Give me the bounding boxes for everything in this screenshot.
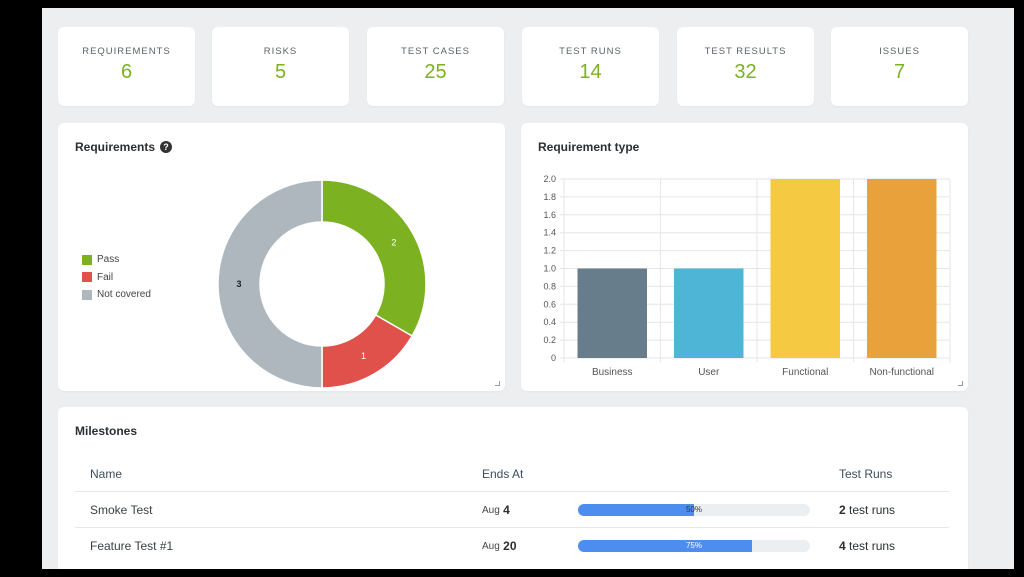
milestone-month: Aug — [482, 504, 500, 516]
requirements-donut-chart: 2 1 3 — [217, 179, 427, 389]
milestone-day: 4 — [503, 503, 510, 517]
stat-card-issues[interactable]: ISSUES 7 — [831, 27, 968, 106]
stat-label: ISSUES — [879, 46, 920, 57]
help-icon[interactable]: ? — [160, 141, 173, 153]
col-name-header[interactable]: Name — [90, 467, 123, 481]
progress-label: 75% — [685, 541, 702, 550]
milestone-progress-bar: 50% — [578, 504, 810, 516]
stat-label: TEST CASES — [401, 46, 470, 57]
stat-card-test-cases[interactable]: TEST CASES 25 — [367, 27, 504, 106]
requirement-type-title: Requirement type — [538, 140, 640, 154]
resize-handle[interactable] — [495, 381, 500, 386]
y-tick-label: 0.8 — [543, 281, 556, 291]
y-tick-label: 0 — [551, 353, 556, 363]
milestones-title: Milestones — [75, 424, 138, 438]
requirements-card: Requirements? Pass Fail Not covered 2 1 3 — [58, 123, 505, 391]
progress-fill — [578, 540, 752, 552]
bar-functional[interactable] — [770, 179, 840, 358]
milestone-test-runs[interactable]: 4 test runs — [839, 528, 895, 564]
milestone-name[interactable]: Feature Test #1 — [90, 539, 174, 553]
milestone-row[interactable]: Feature Test #1 Aug 20 75% 4 test runs — [75, 527, 949, 564]
test-runs-count: 4 — [839, 539, 846, 553]
test-runs-label: test runs — [849, 503, 896, 517]
legend-item-not-covered[interactable]: Not covered — [82, 286, 151, 304]
bar-business[interactable] — [577, 268, 647, 359]
y-tick-label: 1.2 — [543, 246, 556, 256]
requirement-type-card: Requirement type 2.0 1.8 1.6 1.4 1.2 1.0 0.8 0.… — [521, 123, 968, 391]
donut-slice-not-covered[interactable] — [217, 179, 323, 389]
stat-value: 32 — [734, 61, 757, 83]
milestones-card: Milestones Name Ends At Test Runs Smoke … — [58, 407, 968, 569]
x-tick-label: Non-functional — [870, 367, 934, 378]
test-runs-count: 2 — [839, 503, 846, 517]
legend-label: Not covered — [97, 289, 151, 301]
legend-item-fail[interactable]: Fail — [82, 269, 151, 287]
bar-non-functional[interactable] — [867, 179, 937, 358]
y-tick-label: 1.8 — [543, 192, 556, 202]
requirements-title-text: Requirements — [75, 140, 156, 154]
milestone-progress-bar: 75% — [578, 540, 810, 552]
milestone-ends-at: Aug 4 — [482, 492, 510, 528]
legend-swatch — [82, 254, 92, 265]
x-tick-label: Business — [592, 367, 633, 378]
milestone-test-runs[interactable]: 2 test runs — [839, 492, 895, 528]
stat-label: RISKS — [263, 46, 298, 57]
stat-label: TEST RESULTS — [704, 46, 787, 57]
requirements-title: Requirements? — [75, 140, 173, 154]
stat-label: REQUIREMENTS — [82, 46, 171, 57]
milestone-row[interactable]: Smoke Test Aug 4 50% 2 test runs — [75, 491, 949, 528]
stat-card-risks[interactable]: RISKS 5 — [212, 27, 349, 106]
stat-value: 6 — [120, 61, 133, 83]
x-tick-label: User — [698, 367, 720, 378]
stat-value: 7 — [893, 61, 906, 83]
progress-fill — [578, 504, 694, 516]
stat-label: TEST RUNS — [559, 46, 622, 57]
donut-slice-label: 2 — [391, 238, 396, 248]
progress-label: 50% — [685, 505, 702, 514]
milestone-month: Aug — [482, 540, 500, 552]
requirement-type-bar-chart: 2.0 1.8 1.6 1.4 1.2 1.0 0.8 0.6 0.4 0.2 0 Business U… — [543, 174, 951, 378]
y-tick-label: 0.2 — [543, 335, 556, 345]
y-tick-label: 1.6 — [543, 210, 556, 220]
y-tick-label: 2.0 — [543, 174, 556, 184]
stat-card-requirements[interactable]: REQUIREMENTS 6 — [58, 27, 195, 106]
milestone-name[interactable]: Smoke Test — [90, 503, 153, 517]
legend-label: Fail — [97, 271, 114, 283]
stat-value: 14 — [579, 61, 602, 83]
legend-swatch — [82, 272, 92, 283]
bar-user[interactable] — [674, 268, 744, 359]
milestone-ends-at: Aug 20 — [482, 528, 517, 564]
legend-label: Pass — [97, 254, 120, 266]
y-tick-label: 1.0 — [543, 264, 556, 274]
y-tick-label: 1.4 — [543, 228, 556, 238]
y-tick-label: 0.4 — [543, 317, 556, 327]
donut-slice-label: 1 — [361, 351, 366, 361]
stat-card-test-results[interactable]: TEST RESULTS 32 — [677, 27, 814, 106]
legend-swatch — [82, 289, 92, 300]
stat-card-test-runs[interactable]: TEST RUNS 14 — [522, 27, 659, 106]
resize-handle[interactable] — [958, 381, 963, 386]
stat-value: 25 — [424, 61, 447, 83]
col-ends-at-header[interactable]: Ends At — [482, 467, 524, 481]
legend-item-pass[interactable]: Pass — [82, 251, 151, 269]
donut-slice-label: 3 — [236, 279, 241, 289]
requirements-legend: Pass Fail Not covered — [82, 251, 151, 304]
test-runs-label: test runs — [849, 539, 896, 553]
stat-value: 5 — [274, 61, 287, 83]
milestone-day: 20 — [503, 539, 517, 553]
y-tick-label: 0.6 — [543, 299, 556, 309]
dashboard: REQUIREMENTS 6 RISKS 5 TEST CASES 25 TES… — [42, 8, 1014, 569]
donut-slice-pass[interactable] — [321, 179, 427, 338]
x-tick-label: Functional — [782, 367, 828, 378]
col-test-runs-header[interactable]: Test Runs — [839, 467, 893, 481]
